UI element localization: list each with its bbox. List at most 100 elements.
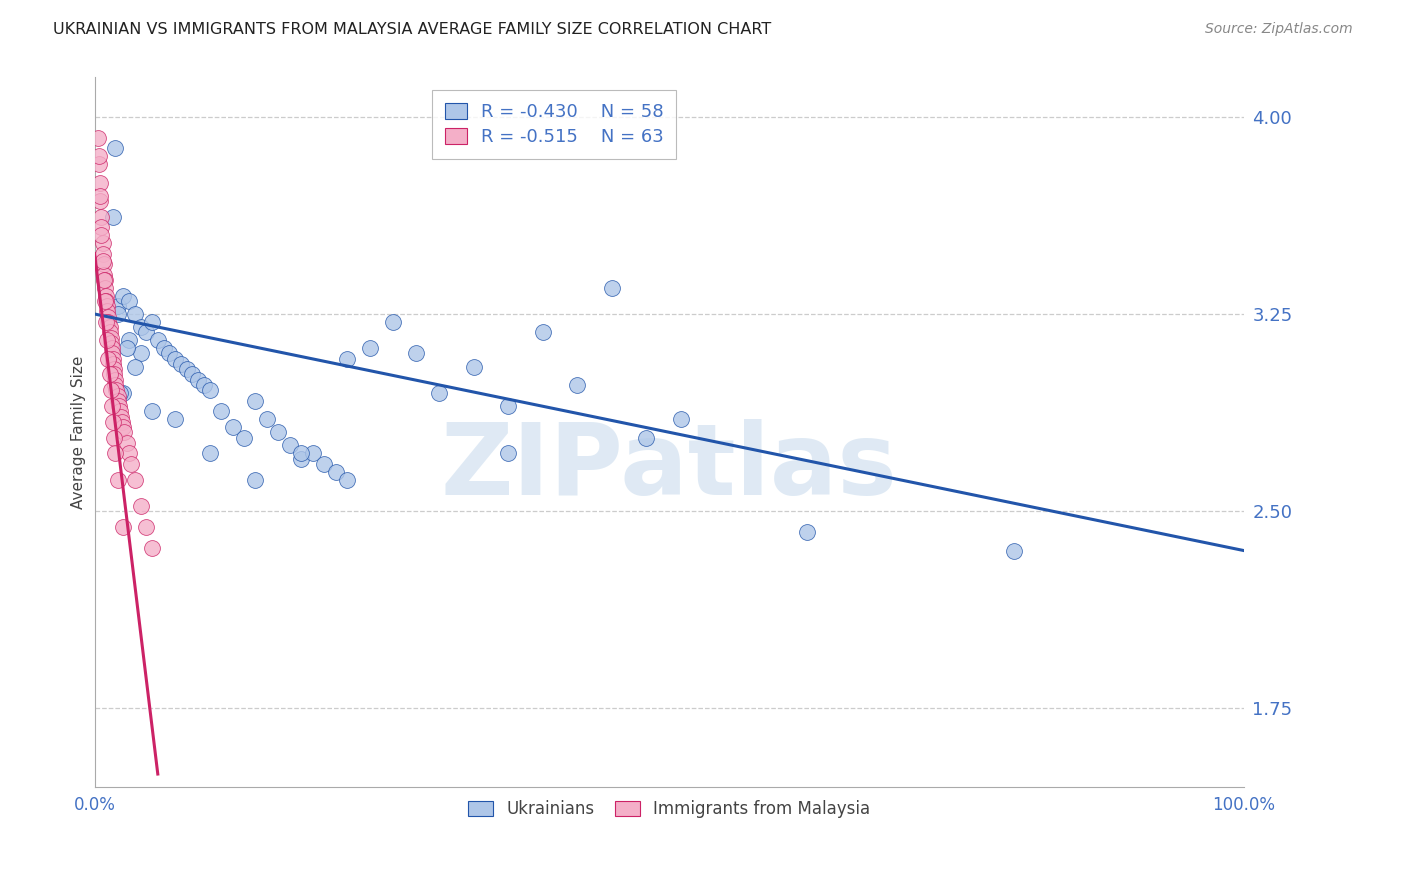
Point: [129, 499, 152, 513]
Point: [124, 307, 146, 321]
Point: [111, 415, 134, 429]
Legend: Ukrainians, Immigrants from Malaysia: Ukrainians, Immigrants from Malaysia: [461, 794, 877, 825]
Point: [112, 520, 135, 534]
Point: [110, 409, 132, 424]
Point: [107, 393, 129, 408]
Point: [107, 388, 129, 402]
Point: [256, 412, 278, 426]
Point: [118, 293, 141, 308]
Point: [94, 293, 117, 308]
Point: [124, 473, 146, 487]
Point: [163, 412, 186, 426]
Point: [101, 351, 124, 366]
Point: [105, 383, 128, 397]
Point: [97, 310, 120, 324]
Point: [278, 438, 301, 452]
Point: [89, 157, 111, 171]
Point: [405, 346, 427, 360]
Point: [90, 228, 112, 243]
Point: [91, 254, 114, 268]
Point: [141, 541, 163, 555]
Point: [103, 431, 125, 445]
Point: [94, 315, 117, 329]
Point: [101, 341, 124, 355]
Point: [170, 357, 193, 371]
Point: [101, 399, 124, 413]
Point: [96, 334, 118, 348]
Point: [233, 431, 256, 445]
Point: [115, 435, 138, 450]
Text: ZIPatlas: ZIPatlas: [441, 419, 897, 516]
Point: [302, 446, 325, 460]
Point: [198, 383, 221, 397]
Point: [245, 473, 267, 487]
Point: [118, 446, 141, 460]
Point: [187, 373, 209, 387]
Point: [98, 368, 121, 382]
Point: [98, 320, 121, 334]
Point: [336, 473, 359, 487]
Point: [314, 457, 336, 471]
Point: [91, 246, 114, 260]
Point: [141, 404, 163, 418]
Point: [796, 525, 818, 540]
Point: [463, 359, 485, 374]
Text: Source: ZipAtlas.com: Source: ZipAtlas.com: [1205, 22, 1353, 37]
Point: [104, 141, 127, 155]
Point: [163, 351, 186, 366]
Point: [101, 346, 124, 360]
Point: [93, 257, 115, 271]
Point: [108, 404, 131, 418]
Point: [193, 378, 215, 392]
Point: [152, 341, 174, 355]
Point: [636, 431, 658, 445]
Point: [245, 393, 267, 408]
Point: [336, 351, 359, 366]
Point: [100, 331, 122, 345]
Text: UKRAINIAN VS IMMIGRANTS FROM MALAYSIA AVERAGE FAMILY SIZE CORRELATION CHART: UKRAINIAN VS IMMIGRANTS FROM MALAYSIA AV…: [53, 22, 772, 37]
Point: [600, 281, 623, 295]
Point: [100, 383, 122, 397]
Point: [325, 465, 347, 479]
Point: [87, 131, 110, 145]
Point: [531, 326, 554, 340]
Point: [382, 315, 405, 329]
Point: [267, 425, 290, 440]
Point: [176, 362, 198, 376]
Point: [103, 368, 125, 382]
Point: [90, 220, 112, 235]
Point: [100, 335, 122, 350]
Point: [198, 446, 221, 460]
Point: [90, 210, 112, 224]
Point: [94, 293, 117, 308]
Point: [107, 307, 129, 321]
Point: [157, 346, 180, 360]
Point: [141, 315, 163, 329]
Point: [101, 415, 124, 429]
Point: [129, 346, 152, 360]
Point: [107, 399, 129, 413]
Point: [567, 378, 589, 392]
Point: [120, 457, 142, 471]
Point: [1002, 543, 1025, 558]
Point: [146, 334, 169, 348]
Point: [359, 341, 381, 355]
Point: [96, 304, 118, 318]
Point: [97, 351, 120, 366]
Point: [94, 281, 117, 295]
Point: [103, 362, 125, 376]
Point: [429, 385, 451, 400]
Point: [112, 385, 135, 400]
Point: [89, 176, 111, 190]
Point: [94, 288, 117, 302]
Point: [89, 194, 111, 208]
Point: [669, 412, 692, 426]
Point: [290, 446, 312, 460]
Point: [118, 334, 141, 348]
Point: [112, 420, 135, 434]
Point: [107, 473, 129, 487]
Point: [290, 451, 312, 466]
Point: [135, 520, 157, 534]
Point: [101, 210, 124, 224]
Point: [498, 446, 520, 460]
